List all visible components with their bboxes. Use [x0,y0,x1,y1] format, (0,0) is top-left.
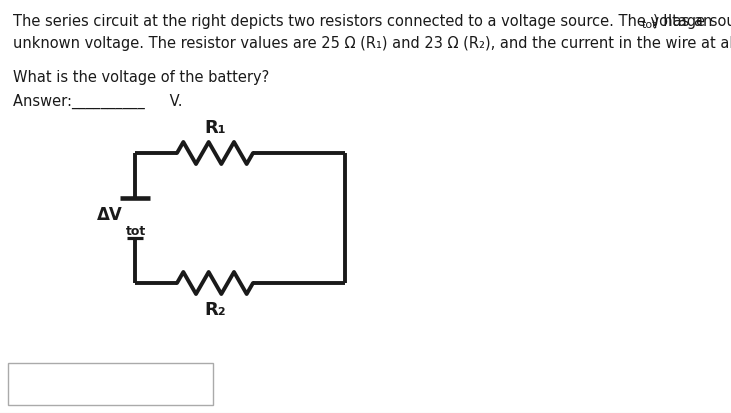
Text: R₂: R₂ [204,300,226,318]
Text: __________: __________ [71,94,145,109]
Text: unknown voltage. The resistor values are 25 Ω (R₁) and 23 Ω (R₂), and the curren: unknown voltage. The resistor values are… [13,36,731,51]
Text: The series circuit at the right depicts two resistors connected to a voltage sou: The series circuit at the right depicts … [13,14,731,29]
Text: Answer:: Answer: [13,94,77,109]
Text: ΔV: ΔV [97,206,123,223]
Text: tot: tot [642,20,657,30]
Text: tot: tot [126,224,146,237]
FancyBboxPatch shape [8,363,213,405]
Text: R₁: R₁ [204,119,226,137]
Text: V.: V. [165,94,183,109]
Text: What is the voltage of the battery?: What is the voltage of the battery? [13,70,269,85]
Text: ) has an: ) has an [653,14,713,29]
